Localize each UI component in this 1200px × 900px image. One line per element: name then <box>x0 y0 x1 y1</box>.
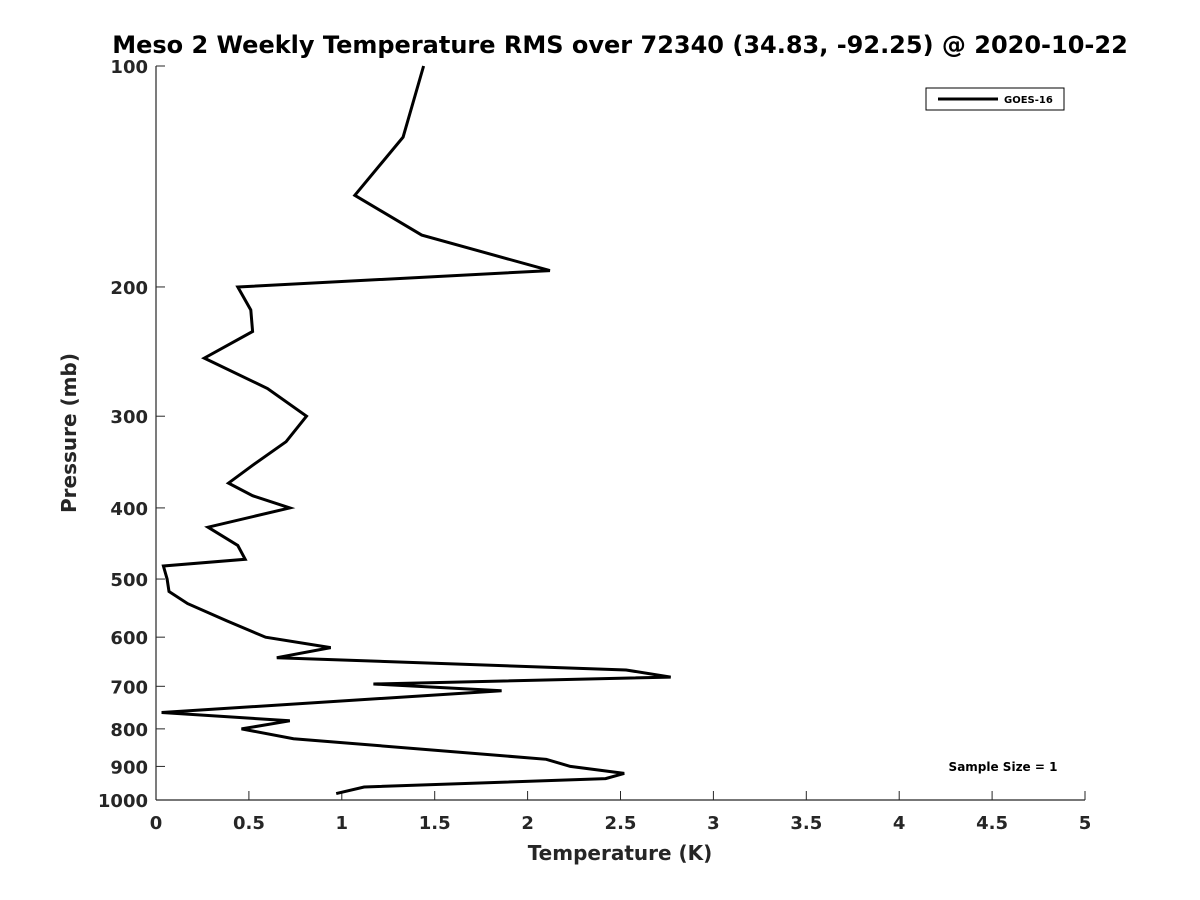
series-layer <box>161 65 671 796</box>
x-tick-label: 5 <box>1079 813 1092 834</box>
x-tick-label: 4 <box>893 813 906 834</box>
x-tick-label: 4.5 <box>976 813 1008 834</box>
y-tick-label: 200 <box>110 278 148 299</box>
x-tick-label: 1.5 <box>419 813 451 834</box>
series-line-goes-16 <box>161 65 671 796</box>
y-tick-label: 800 <box>110 720 148 741</box>
x-tick-label: 3.5 <box>790 813 822 834</box>
y-tick-label: 900 <box>110 757 148 778</box>
x-axis-label: Temperature (K) <box>528 841 713 865</box>
y-tick-label: 600 <box>110 628 148 649</box>
sample-size-note: Sample Size = 1 <box>949 760 1058 774</box>
y-tick-label: 400 <box>110 499 148 520</box>
x-tick-label: 0 <box>150 813 163 834</box>
y-tick-label: 1000 <box>98 791 148 812</box>
x-tick-label: 2.5 <box>605 813 637 834</box>
axes <box>155 66 1085 801</box>
legend: GOES-16 <box>925 87 1065 111</box>
y-axis-label: Pressure (mb) <box>57 353 81 513</box>
y-tick-label: 700 <box>110 677 148 698</box>
legend-label: GOES-16 <box>1004 95 1053 106</box>
x-tick-label: 0.5 <box>233 813 265 834</box>
y-tick-label: 300 <box>110 407 148 428</box>
ticks: 0 0.5 1 1.5 2 2.5 3 3.5 4 4.5 5 100 200 300 400 500 600 7… <box>98 57 1091 834</box>
chart-title: Meso 2 Weekly Temperature RMS over 72340… <box>112 31 1128 59</box>
y-tick-label: 500 <box>110 570 148 591</box>
x-tick-label: 3 <box>707 813 720 834</box>
y-tick-label: 100 <box>110 57 148 78</box>
x-tick-label: 1 <box>336 813 349 834</box>
x-tick-label: 2 <box>521 813 534 834</box>
